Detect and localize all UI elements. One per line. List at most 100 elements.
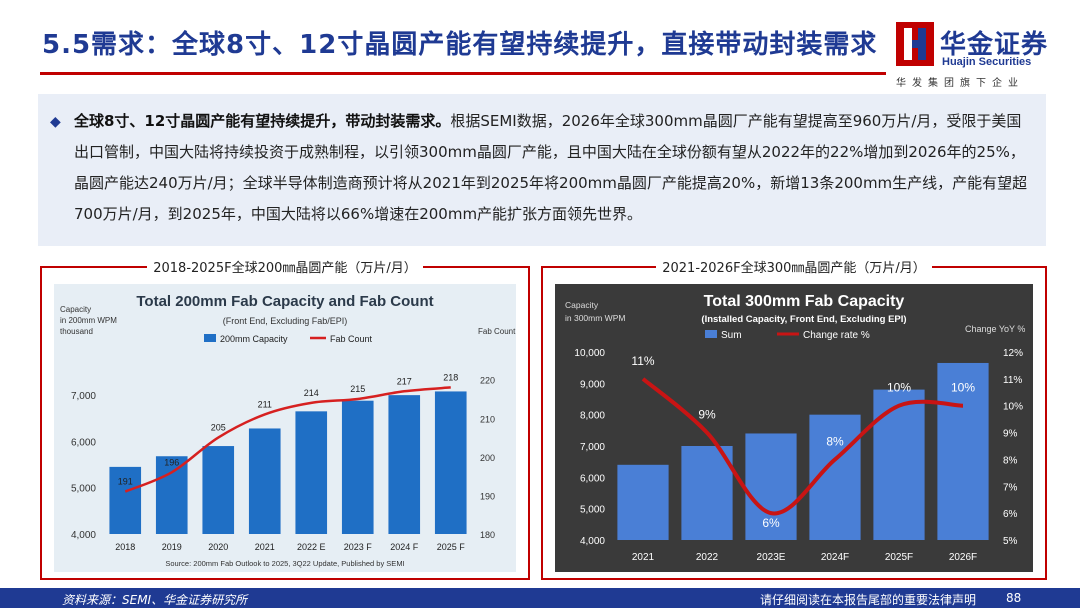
y2-tick-label: 6%: [1003, 509, 1018, 520]
y2-tick-label: 200: [480, 453, 495, 463]
line-change-rate: [641, 377, 964, 516]
logo-english-name: Huajin Securities: [942, 56, 1032, 68]
data-label-fab-count: 215: [350, 384, 365, 394]
line-fab-count: [124, 386, 451, 493]
footer-bar: [0, 588, 1080, 608]
y2-tick-label: 180: [480, 530, 495, 540]
diamond-bullet-icon: ◆: [50, 114, 61, 130]
right-chart-panel: 2021-2026F全球300㎜晶圆产能（万片/月） Total 300mm F…: [541, 261, 1047, 580]
bar-sum: [617, 464, 669, 540]
legend-swatch-capacity: [204, 334, 216, 342]
chart-title: Total 200mm Fab Capacity and Fab Count: [136, 293, 433, 310]
title-divider: [40, 72, 886, 75]
x-tick-label: 2023 F: [344, 542, 373, 552]
summary-box: ◆ 全球8寸、12寸晶圆产能有望持续提升，带动封装需求。根据SEMI数据，202…: [38, 94, 1046, 246]
y2-axis-label: Fab Count: [478, 327, 516, 336]
chart-subtitle: (Installed Capacity, Front End, Excludin…: [701, 314, 906, 325]
data-label-fab-count: 217: [397, 376, 412, 386]
y2-tick-label: 5%: [1003, 536, 1018, 547]
data-label-change-rate: 9%: [698, 408, 716, 422]
legend-label: Sum: [721, 330, 742, 341]
left-chart-panel: 2018-2025F全球200㎜晶圆产能（万片/月） Total 200mm F…: [40, 261, 530, 580]
bar-capacity: [295, 411, 328, 534]
y-tick-label: 5,000: [71, 484, 96, 495]
bar-capacity: [434, 391, 467, 534]
x-tick-label: 2024F: [821, 552, 849, 563]
right-chart-caption: 2021-2026F全球300㎜晶圆产能（万片/月）: [656, 261, 932, 276]
y-tick-label: 10,000: [574, 348, 605, 359]
footer-source: 资料来源：SEMI、华金证券研究所: [62, 593, 248, 607]
bar-capacity: [109, 466, 142, 534]
huajin-logo-icon: [896, 22, 934, 66]
y2-tick-label: 9%: [1003, 429, 1018, 440]
y-tick-label: 9,000: [580, 379, 605, 390]
y2-tick-label: 220: [480, 376, 495, 386]
legend-swatch-sum: [705, 330, 717, 338]
data-label-fab-count: 214: [304, 388, 319, 398]
chart-subtitle: (Front End, Excluding Fab/EPI): [223, 316, 348, 326]
left-chart-caption: 2018-2025F全球200㎜晶圆产能（万片/月）: [147, 261, 423, 276]
data-label-change-rate: 8%: [826, 434, 844, 448]
x-tick-label: 2025F: [885, 552, 913, 563]
summary-text: 全球8寸、12寸晶圆产能有望持续提升，带动封装需求。根据SEMI数据，2026年…: [74, 106, 1034, 230]
data-label-fab-count: 205: [211, 423, 226, 433]
fab-300mm-chart: Total 300mm Fab Capacity (Installed Capac…: [555, 284, 1033, 572]
chart-source-note: Source: 200mm Fab Outlook to 2025, 3Q22 …: [165, 559, 404, 568]
y2-axis-label: Change YoY %: [965, 324, 1025, 334]
page-title: 5.5需求：全球8寸、12寸晶圆产能有望持续提升，直接带动封装需求: [42, 30, 878, 60]
y-tick-label: 6,000: [580, 473, 605, 484]
bar-sum: [745, 433, 797, 540]
y2-tick-label: 190: [480, 491, 495, 501]
x-tick-label: 2024 F: [390, 542, 419, 552]
x-tick-label: 2021: [255, 542, 275, 552]
x-tick-label: 2018: [115, 542, 135, 552]
footer-disclaimer: 请仔细阅读在本报告尾部的重要法律声明: [760, 593, 977, 607]
y2-tick-label: 12%: [1003, 348, 1023, 359]
data-label-change-rate: 10%: [887, 381, 911, 395]
y-axis-label: in 300mm WPM: [565, 313, 625, 323]
bar-capacity: [248, 428, 281, 534]
y-axis-label: Capacity: [565, 300, 599, 310]
data-label-fab-count: 191: [118, 477, 133, 487]
x-tick-label: 2025 F: [437, 542, 466, 552]
y2-tick-label: 7%: [1003, 482, 1018, 493]
bar-capacity: [388, 395, 421, 534]
logo-tagline: 华发集团旗下企业: [896, 78, 1024, 89]
bar-capacity: [341, 400, 374, 534]
y-tick-label: 5,000: [580, 505, 605, 516]
bar-sum: [873, 389, 925, 540]
y-tick-label: 7,000: [71, 391, 96, 402]
y-tick-label: 4,000: [580, 536, 605, 547]
logo-chinese-name: 华金证券: [940, 30, 1049, 60]
bar-sum: [937, 362, 989, 540]
data-label-fab-count: 196: [164, 457, 179, 467]
company-logo: 华金证券 Huajin Securities 华发集团旗下企业: [888, 16, 1068, 89]
x-tick-label: 2022 E: [297, 542, 326, 552]
legend-label: Change rate %: [803, 330, 870, 341]
x-tick-label: 2023E: [757, 552, 786, 563]
x-tick-label: 2022: [696, 552, 719, 563]
y-tick-label: 8,000: [580, 411, 605, 422]
data-label-fab-count: 211: [258, 399, 272, 409]
y-tick-label: 6,000: [71, 437, 96, 448]
bar-sum: [681, 446, 733, 540]
summary-body: 根据SEMI数据，2026年全球300mm晶圆厂产能有望提高至960万片/月，受…: [74, 112, 1028, 223]
x-tick-label: 2020: [208, 542, 228, 552]
y-axis-label: in 200mm WPM: [60, 316, 117, 325]
x-tick-label: 2021: [632, 552, 655, 563]
y-tick-label: 7,000: [580, 442, 605, 453]
y2-tick-label: 10%: [1003, 402, 1023, 413]
data-label-change-rate: 6%: [762, 516, 780, 530]
bar-capacity: [155, 456, 188, 534]
summary-lead: 全球8寸、12寸晶圆产能有望持续提升，带动封装需求。: [74, 112, 451, 130]
fab-200mm-chart: Total 200mm Fab Capacity and Fab Count (F…: [54, 284, 516, 572]
data-label-change-rate: 11%: [631, 354, 654, 368]
chart-title: Total 300mm Fab Capacity: [704, 293, 905, 310]
y2-tick-label: 11%: [1003, 375, 1022, 386]
page-number: 88: [1006, 591, 1022, 605]
data-label-fab-count: 218: [443, 372, 458, 382]
legend-label: Fab Count: [330, 334, 373, 344]
y2-tick-label: 8%: [1003, 455, 1018, 466]
y2-tick-label: 210: [480, 414, 495, 424]
y-axis-label: Capacity: [60, 305, 91, 314]
